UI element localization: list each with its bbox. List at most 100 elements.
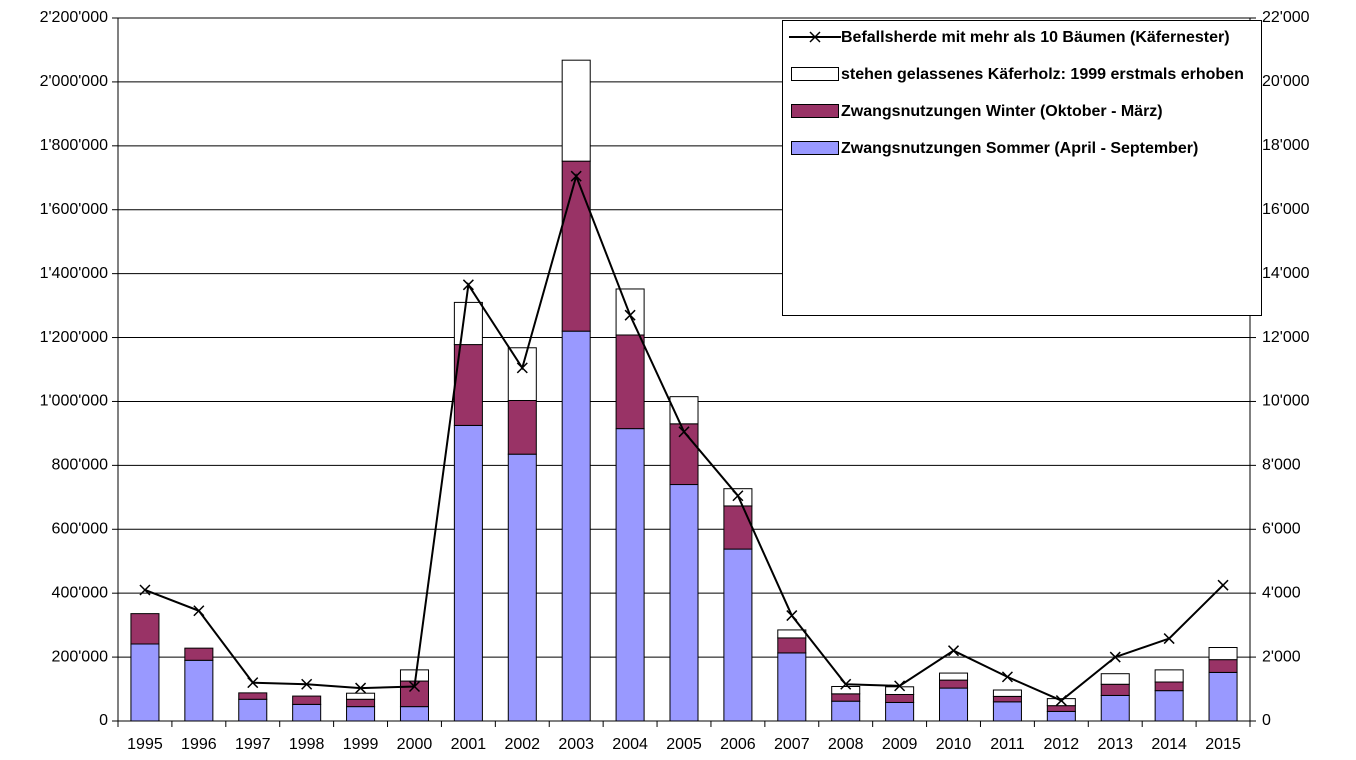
marker: [193, 605, 205, 617]
bar-segment: [1154, 669, 1184, 683]
legend-swatch: [789, 67, 841, 81]
bar-segment: [561, 160, 591, 332]
x-tick-label: 2013: [1097, 736, 1133, 753]
bar-segment: [831, 693, 861, 702]
x-tick-label: 2014: [1151, 736, 1187, 753]
marker: [894, 680, 906, 692]
marker: [624, 309, 636, 321]
bar-segment: [777, 652, 807, 722]
y2-tick-label: 22'000: [1262, 9, 1310, 26]
x-tick-label: 2000: [397, 736, 433, 753]
bar-segment: [831, 700, 861, 722]
y-tick-label: 800'000: [52, 457, 109, 474]
bar-segment: [399, 706, 429, 722]
x-tick-label: 1997: [235, 736, 271, 753]
bar-segment: [1100, 673, 1130, 685]
bar-segment: [1208, 647, 1238, 661]
bar-segment: [723, 505, 753, 550]
y2-tick-label: 6'000: [1262, 520, 1301, 537]
bar-segment: [346, 706, 376, 722]
legend-label: Zwangsnutzungen Winter (Oktober - März): [841, 103, 1163, 120]
bar-segment: [346, 692, 376, 700]
x-tick-label: 1996: [181, 736, 217, 753]
x-tick-label: 2010: [936, 736, 972, 753]
y2-tick-label: 14'000: [1262, 265, 1310, 282]
bar-segment: [992, 689, 1022, 697]
bar-segment: [885, 693, 915, 703]
marker: [462, 279, 474, 291]
marker: [139, 584, 151, 596]
marker: [1217, 579, 1229, 591]
y-tick-label: 1'600'000: [40, 201, 109, 218]
x-tick-label: 1995: [127, 736, 163, 753]
bar-segment: [184, 647, 214, 661]
marker: [516, 362, 528, 374]
legend-swatch: [789, 30, 841, 44]
y-tick-label: 1'800'000: [40, 137, 109, 154]
bar-segment: [238, 698, 268, 722]
bar-segment: [777, 629, 807, 639]
legend-swatch: [789, 141, 841, 155]
bar-segment: [1046, 710, 1076, 722]
x-tick-label: 2012: [1044, 736, 1080, 753]
bar-segment: [885, 701, 915, 722]
bar-segment: [723, 548, 753, 722]
bar-segment: [507, 453, 537, 722]
bar-segment: [992, 695, 1022, 703]
legend-entry: Zwangsnutzungen Winter (Oktober - März): [789, 101, 1253, 122]
bar-segment: [561, 330, 591, 722]
marker: [1163, 633, 1175, 645]
marker: [840, 678, 852, 690]
y2-tick-label: 2'000: [1262, 648, 1301, 665]
marker: [301, 678, 313, 690]
x-tick-label: 2006: [720, 736, 756, 753]
bar-segment: [346, 698, 376, 708]
marker: [408, 680, 421, 693]
x-tick-label: 2008: [828, 736, 864, 753]
x-tick-label: 2015: [1205, 736, 1241, 753]
y2-tick-label: 12'000: [1262, 329, 1310, 346]
bar-segment: [1154, 690, 1184, 722]
legend-entry: Zwangsnutzungen Sommer (April - Septembe…: [789, 138, 1253, 159]
bar-segment: [777, 637, 807, 654]
legend-entry: Befallsherde mit mehr als 10 Bäumen (Käf…: [789, 27, 1253, 48]
bar-segment: [669, 484, 699, 722]
bar-segment: [1154, 681, 1184, 692]
y-tick-label: 1'000'000: [40, 393, 109, 410]
marker: [1001, 671, 1013, 683]
legend-label: stehen gelassenes Käferholz: 1999 erstma…: [841, 66, 1244, 83]
x-tick-label: 2003: [558, 736, 594, 753]
y-tick-label: 2'200'000: [40, 9, 109, 26]
bar-segment: [130, 643, 160, 722]
legend: Befallsherde mit mehr als 10 Bäumen (Käf…: [782, 20, 1262, 316]
bar-segment: [939, 672, 969, 681]
legend-label: Zwangsnutzungen Sommer (April - Septembe…: [841, 140, 1199, 157]
bar-segment: [292, 703, 322, 722]
x-tick-label: 1998: [289, 736, 325, 753]
x-tick-label: 2009: [882, 736, 918, 753]
y-tick-label: 2'000'000: [40, 73, 109, 90]
marker: [786, 610, 798, 622]
bar-segment: [831, 685, 861, 695]
bar-segment: [1100, 683, 1130, 696]
y2-tick-label: 16'000: [1262, 201, 1310, 218]
y-tick-label: 1'400'000: [40, 265, 109, 282]
bar-segment: [453, 424, 483, 722]
marker: [732, 490, 744, 502]
y-tick-label: 600'000: [52, 520, 109, 537]
bar-segment: [615, 428, 645, 722]
marker: [570, 170, 582, 182]
marker: [1109, 651, 1121, 663]
x-tick-label: 2007: [774, 736, 810, 753]
y-tick-label: 1'200'000: [40, 329, 109, 346]
bar-segment: [292, 695, 322, 705]
y-tick-label: 0: [99, 712, 108, 729]
bar-segment: [238, 692, 268, 700]
y2-tick-label: 18'000: [1262, 137, 1310, 154]
legend-label: Befallsherde mit mehr als 10 Bäumen (Käf…: [841, 29, 1230, 46]
y-tick-label: 200'000: [52, 648, 109, 665]
marker: [1055, 695, 1067, 707]
bar-segment: [939, 687, 969, 722]
